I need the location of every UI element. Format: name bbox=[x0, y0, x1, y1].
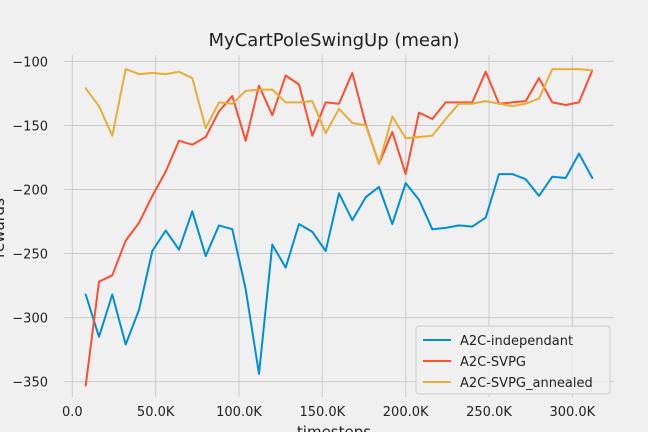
legend-label-3: A2C-SVPG_annealed bbox=[460, 376, 593, 391]
y-tick-label: −100 bbox=[12, 55, 48, 70]
y-axis-label: rewards bbox=[0, 198, 8, 258]
series-line-1 bbox=[84, 152, 594, 375]
x-tick-label: 0.0 bbox=[62, 405, 83, 420]
x-tick-label: 200.0K bbox=[383, 405, 429, 420]
series-line-3 bbox=[84, 68, 594, 165]
y-tick-label: −200 bbox=[12, 183, 48, 198]
y-tick-label: −150 bbox=[12, 119, 48, 134]
legend-label-1: A2C-independant bbox=[460, 334, 573, 349]
x-tick-label: 150.0K bbox=[299, 405, 345, 420]
series-group bbox=[84, 68, 594, 387]
y-tick-labels: −350 −300 −250 −200 −150 −100 bbox=[12, 55, 48, 390]
x-tick-label: 300.0K bbox=[549, 405, 595, 420]
x-tick-label: 250.0K bbox=[466, 405, 512, 420]
grid-lines bbox=[64, 55, 614, 397]
x-tick-label: 50.0K bbox=[137, 405, 175, 420]
legend-label-2: A2C-SVPG bbox=[460, 355, 526, 370]
x-tick-labels: 0.0 50.0K 100.0K 150.0K 200.0K 250.0K 300.0K bbox=[62, 405, 596, 420]
y-tick-label: −350 bbox=[12, 376, 48, 391]
legend: A2C-independant A2C-SVPG A2C-SVPG_annealed bbox=[415, 325, 611, 395]
y-tick-label: −300 bbox=[12, 312, 48, 327]
x-axis-label: timesteps bbox=[297, 423, 371, 432]
series-line-2 bbox=[84, 69, 594, 387]
chart-title: MyCartPoleSwingUp (mean) bbox=[209, 30, 460, 51]
legend-box bbox=[415, 325, 611, 395]
x-tick-label: 100.0K bbox=[216, 405, 262, 420]
y-tick-label: −250 bbox=[12, 248, 48, 263]
